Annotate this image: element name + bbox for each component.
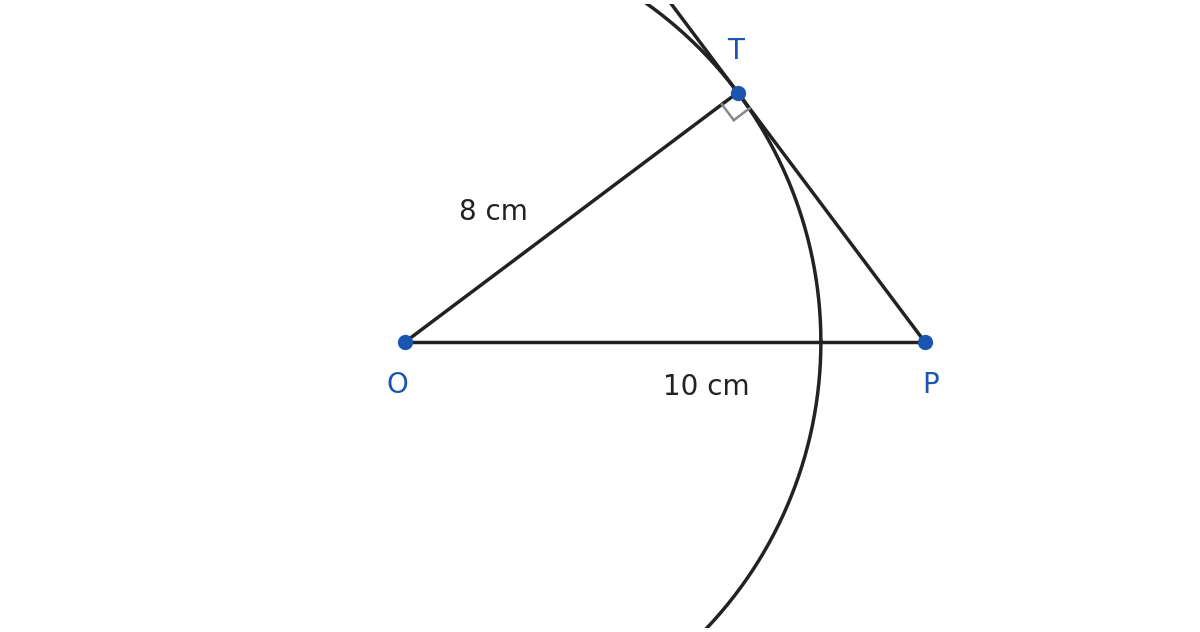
Text: T: T <box>727 37 744 66</box>
Text: O: O <box>386 370 408 399</box>
Text: P: P <box>923 370 940 399</box>
Text: 10 cm: 10 cm <box>664 373 750 401</box>
Text: 8 cm: 8 cm <box>460 198 528 226</box>
